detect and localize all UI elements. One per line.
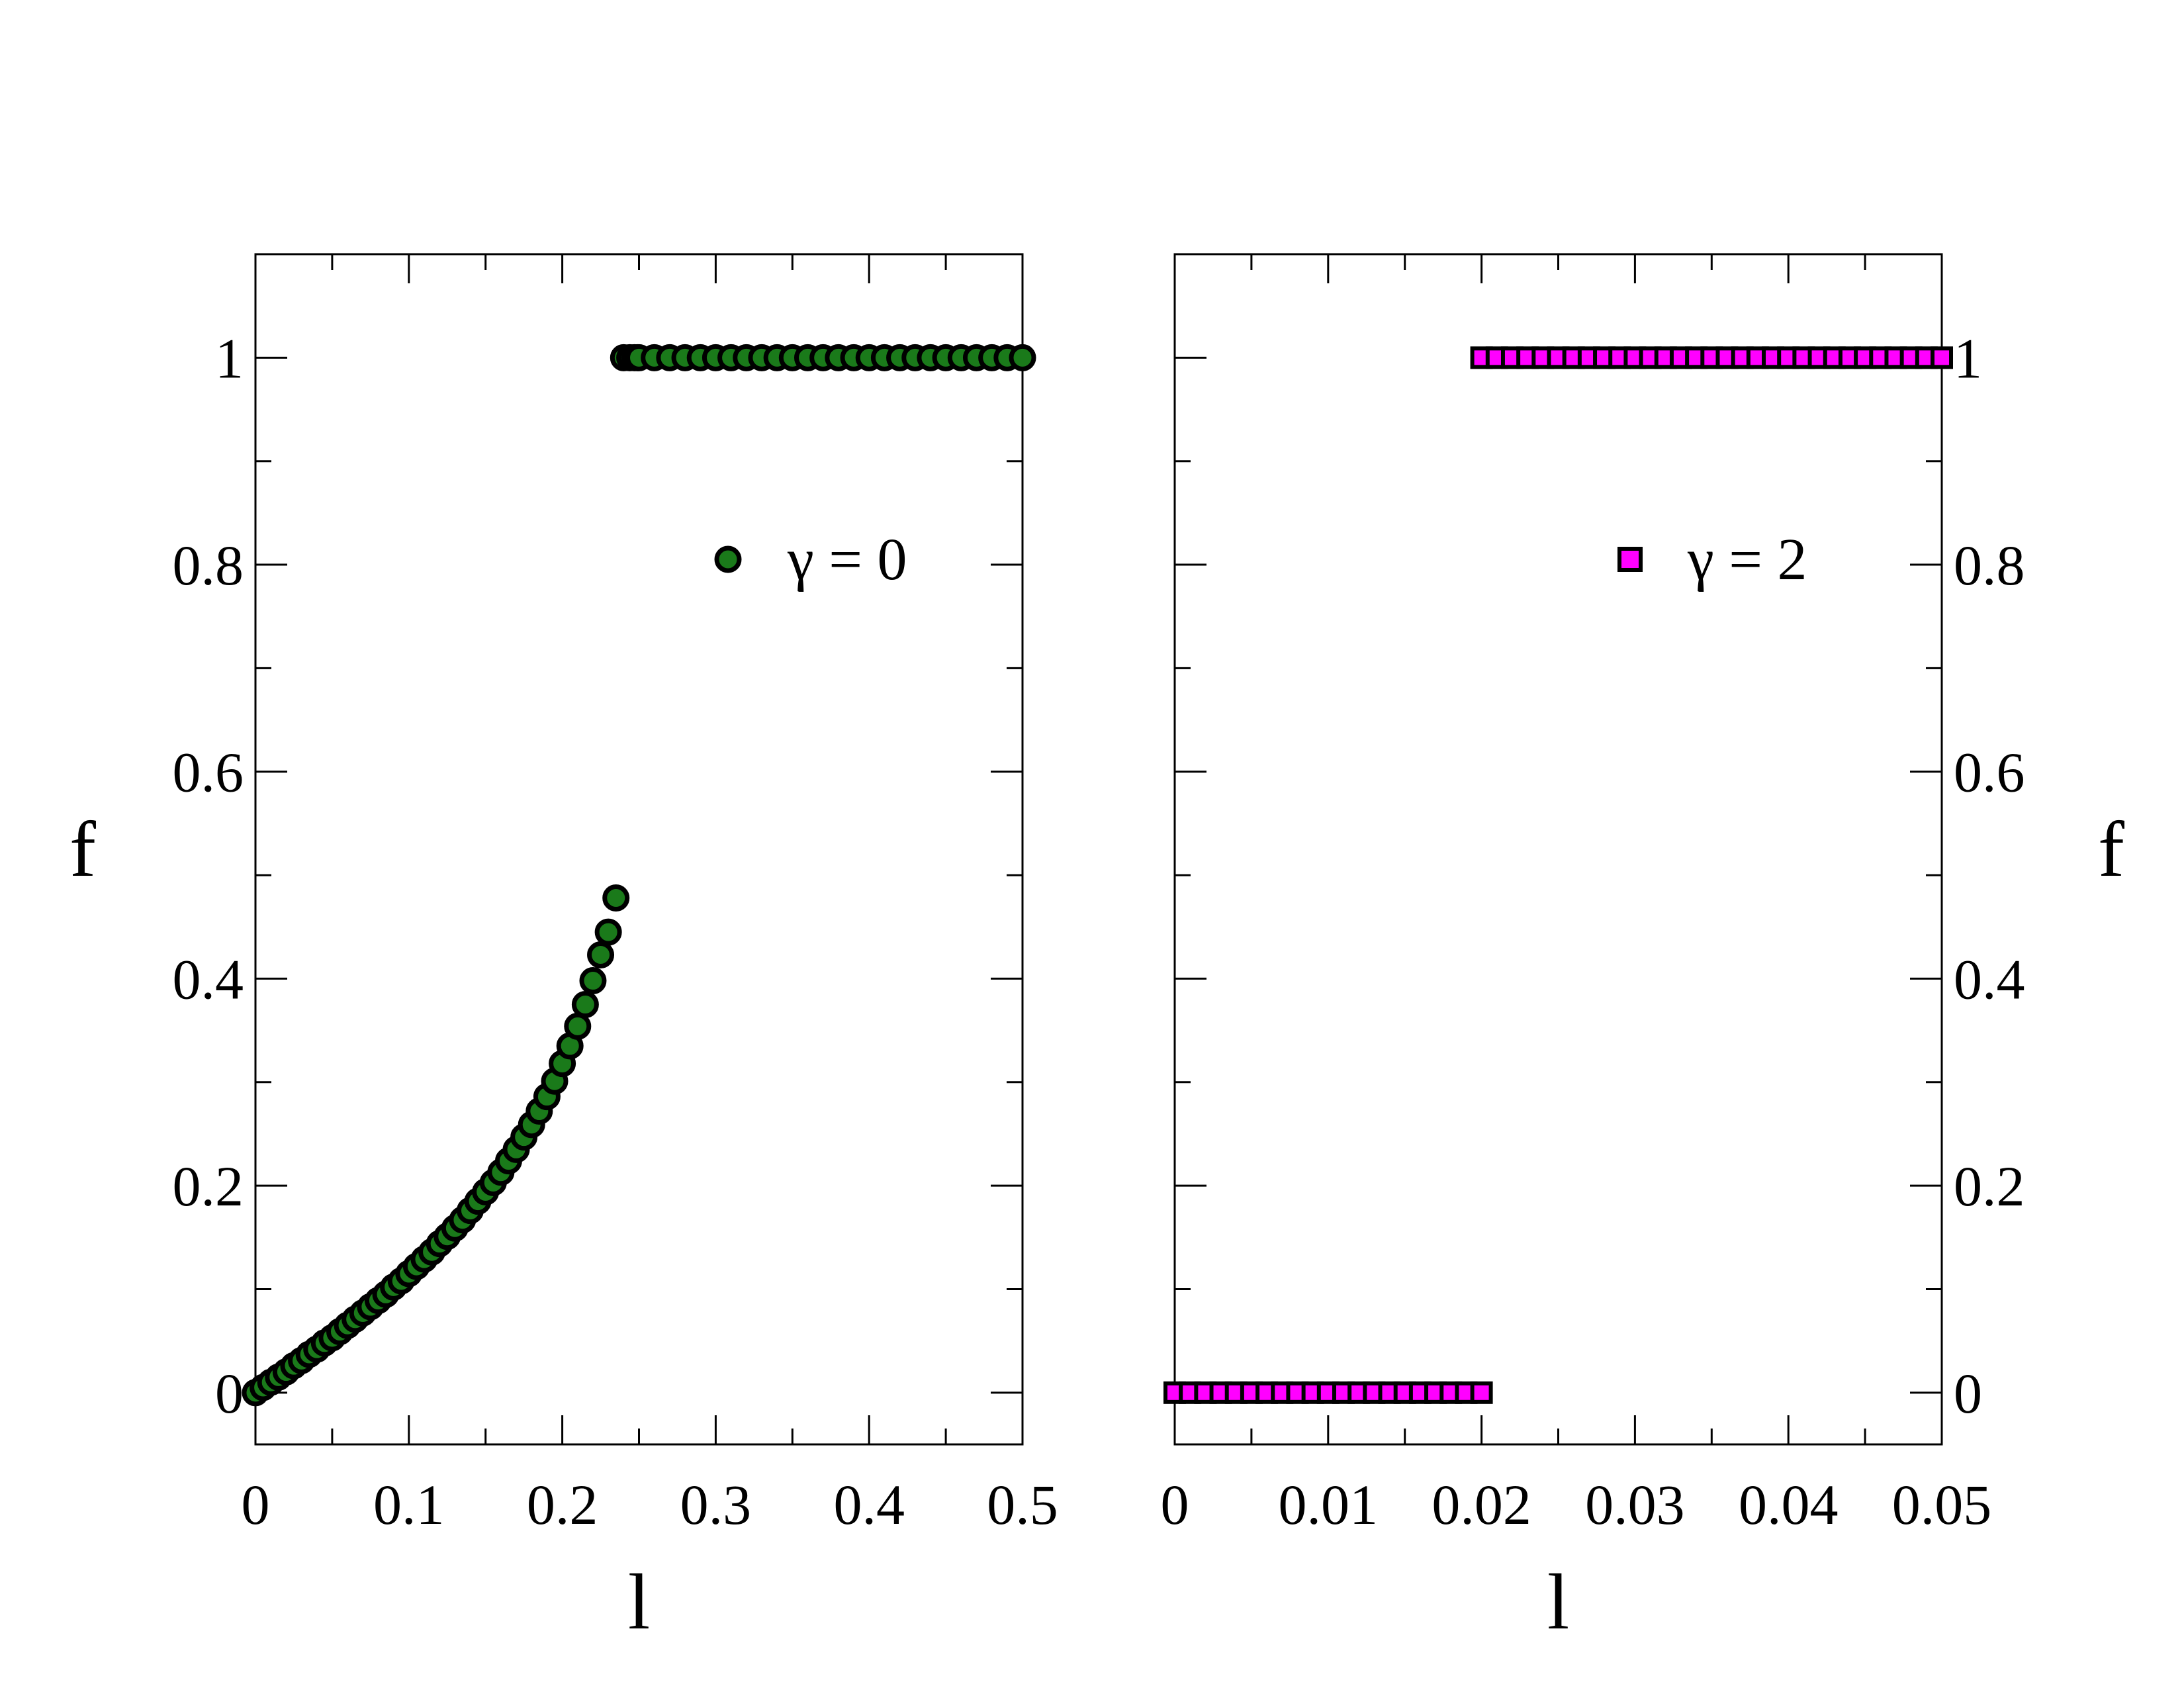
x-tick-label: 0.3 [680,1473,752,1536]
data-point [594,918,622,946]
data-point [564,1012,592,1040]
left-panel: 0 0.1 0.2 0.3 0.4 0.5 0 0.2 0.4 0.6 0.8 1 l f γ = 0 [69,253,1058,1646]
x-axis-label: l [628,1558,650,1646]
x-tick-label: 0.05 [1892,1473,1992,1536]
data-point [1470,1381,1493,1404]
y-tick-label: 1 [215,326,244,390]
y-axis-label: f [2098,805,2124,893]
y-tick-label: 0.8 [173,534,244,597]
legend-marker [714,545,742,573]
legend-label: γ = 2 [1687,527,1807,592]
y-tick-label: 0.2 [1954,1154,2025,1218]
y-tick-label: 0.4 [1954,947,2025,1011]
x-tick-label: 0 [1161,1473,1189,1536]
y-tick-label: 0.6 [1954,741,2025,804]
y-tick-label: 0.2 [173,1154,244,1218]
x-tick-label: 0.02 [1432,1473,1531,1536]
legend-label: γ = 0 [787,527,907,592]
x-tick-label: 0.04 [1739,1473,1839,1536]
y-axis-label: f [69,805,96,893]
data-point [1931,346,1953,369]
x-axis-label: l [1547,1558,1569,1646]
x-tick-label: 0.2 [527,1473,598,1536]
data-point [579,967,607,995]
series-1 [1163,346,1953,1404]
data-point [587,941,615,968]
data-point [571,991,599,1019]
x-tick-label: 0.1 [373,1473,445,1536]
right-panel: 0 0.01 0.02 0.03 0.04 0.05 0 0.2 0.4 0.6 0.8 1 l f γ =… [1161,253,2124,1646]
y-tick-label: 0.4 [173,947,244,1011]
plot-frame [254,253,1024,1446]
y-tick-label: 0.8 [1954,534,2025,597]
series-0 [242,344,1036,1407]
y-tick-label: 1 [1954,326,1982,390]
x-tick-label: 0 [242,1473,270,1536]
y-tick-label: 0 [215,1362,244,1425]
plot-frame [1173,253,1943,1446]
x-tick-label: 0.4 [833,1473,905,1536]
data-point [1009,344,1036,371]
x-tick-label: 0.01 [1279,1473,1379,1536]
y-tick-label: 0.6 [173,741,244,804]
data-point [602,884,630,912]
x-tick-label: 0.03 [1585,1473,1685,1536]
x-tick-label: 0.5 [987,1473,1058,1536]
legend-marker [1617,547,1643,572]
y-tick-label: 0 [1954,1362,1982,1425]
